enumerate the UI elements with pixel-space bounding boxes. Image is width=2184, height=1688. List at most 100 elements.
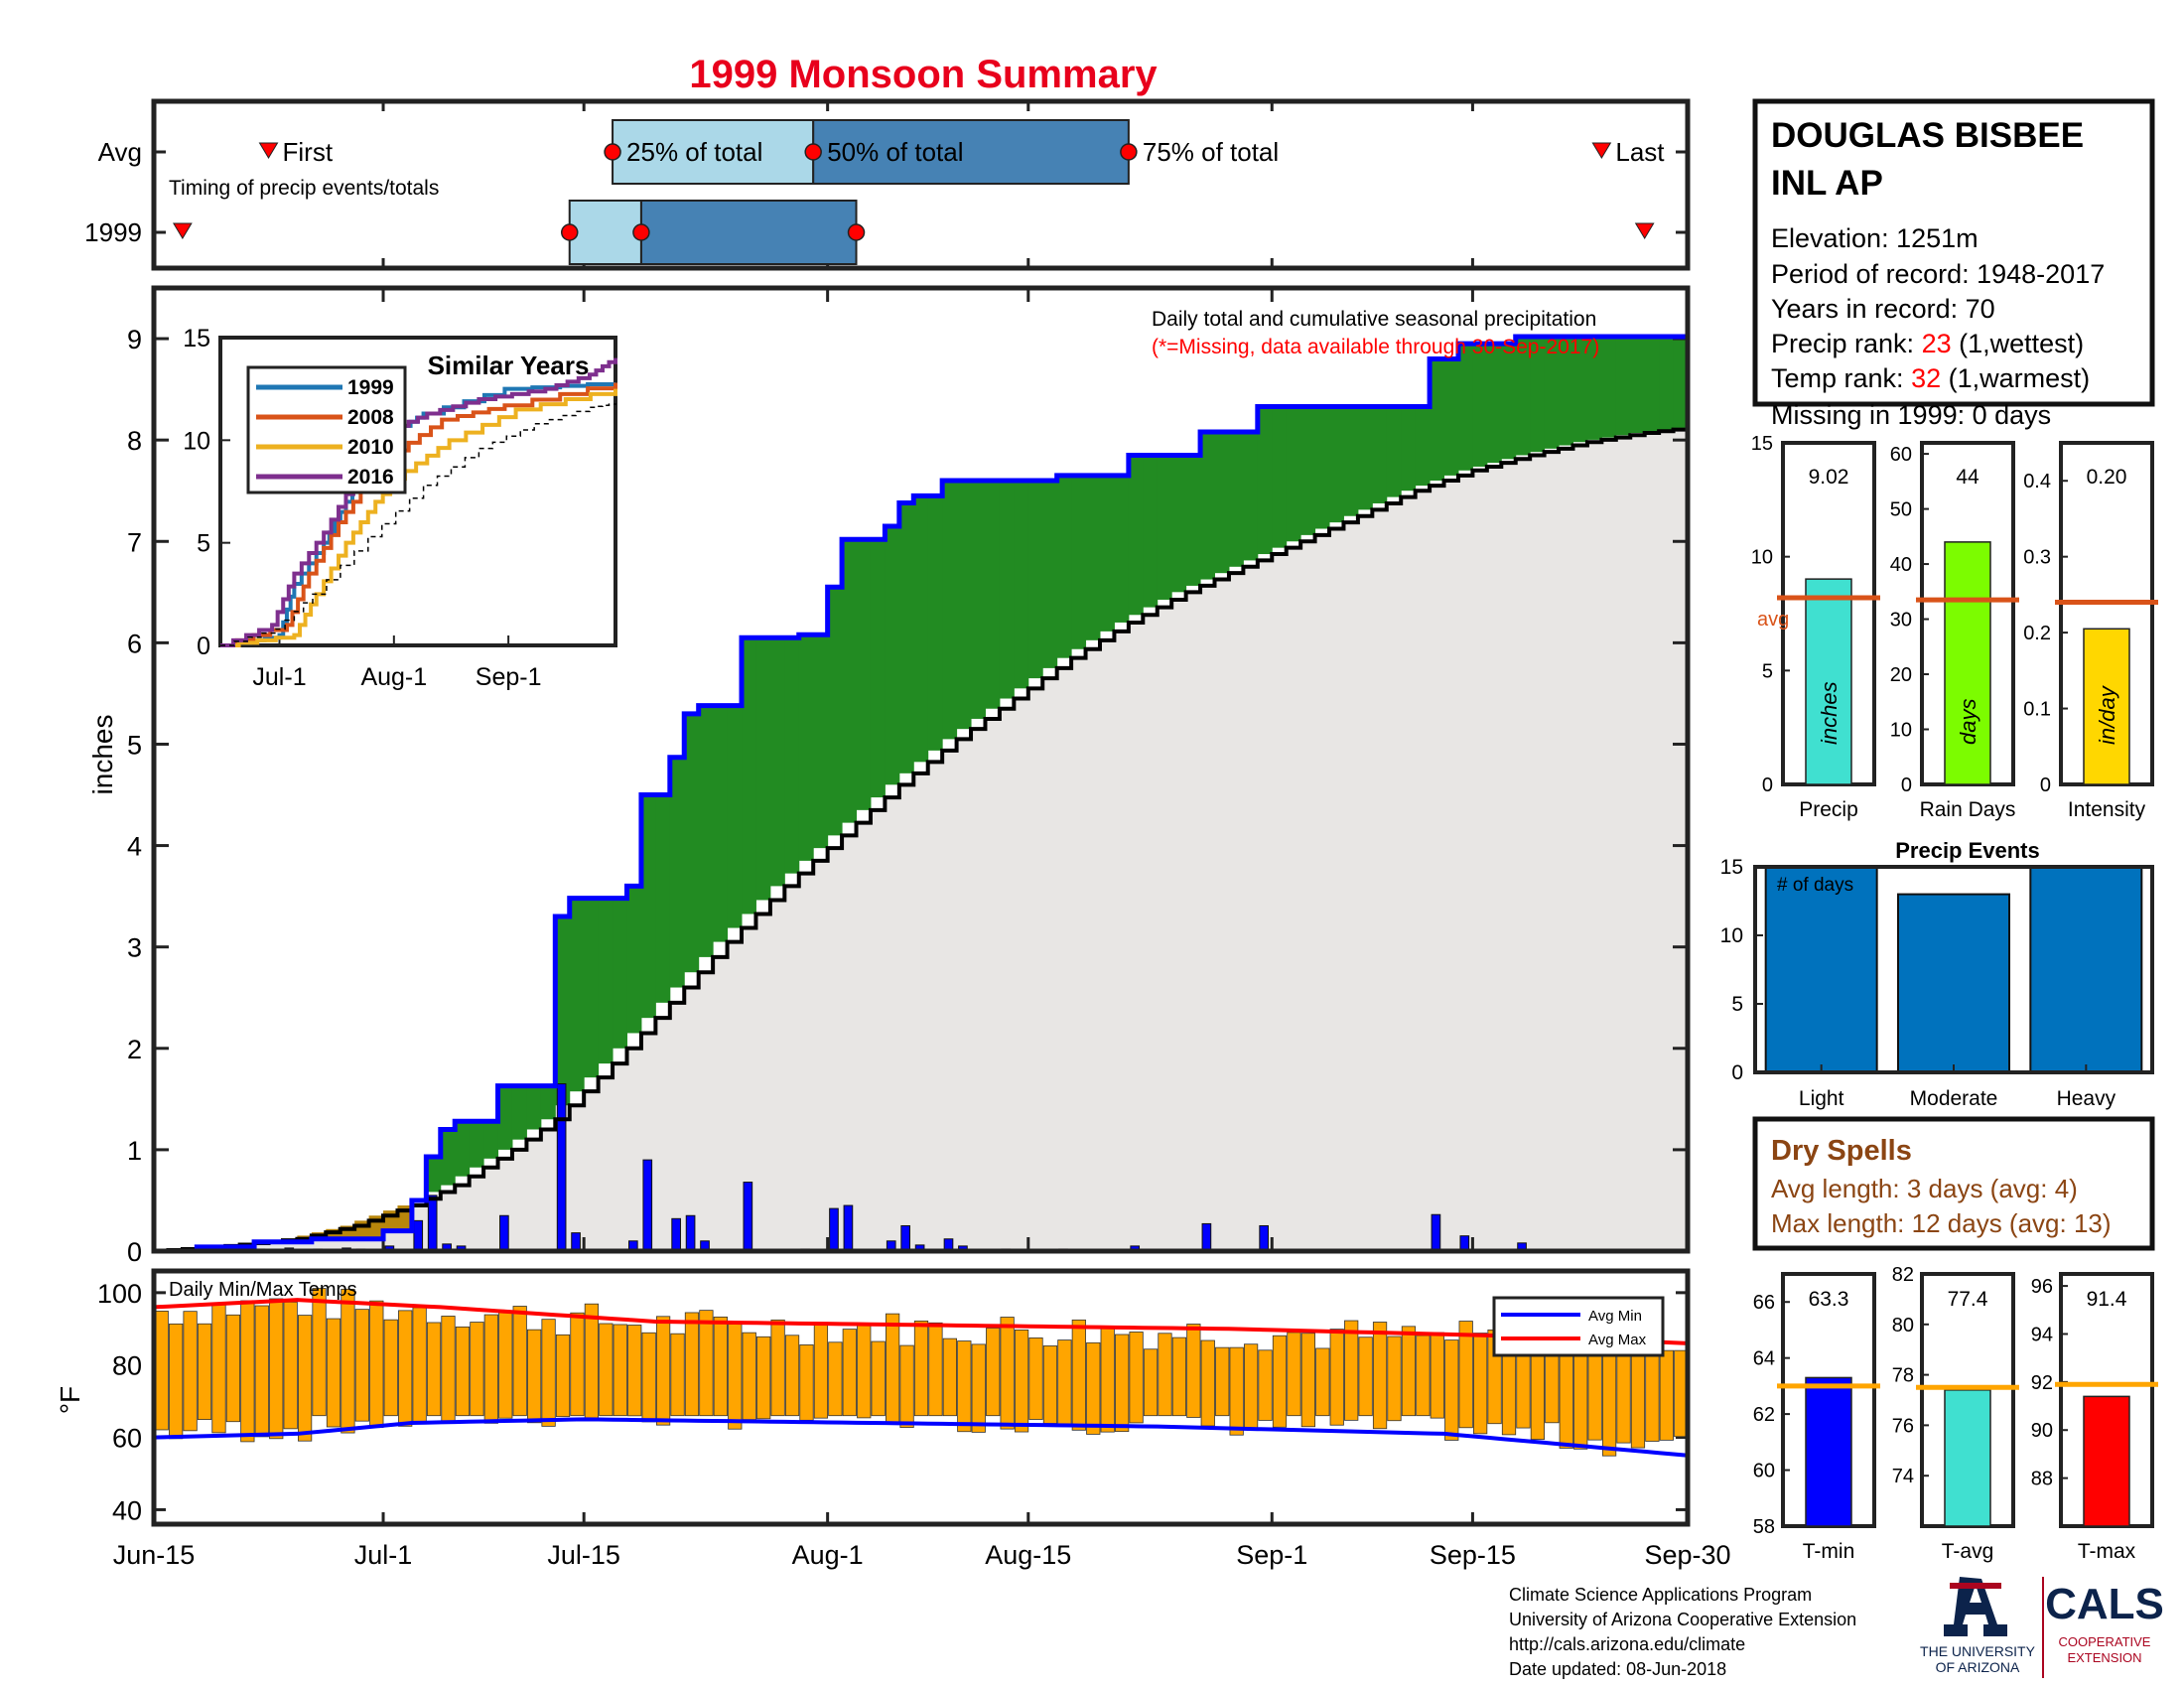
temp-ytick-label: 60 [112, 1424, 142, 1454]
daily-precip-bar [499, 1214, 509, 1252]
inset-legend-2008: 2008 [347, 406, 394, 429]
average-area [154, 427, 1688, 1251]
events-ytick-label: 0 [1731, 1061, 1743, 1084]
surplus-area [1257, 406, 1273, 555]
year-q1-box [568, 200, 642, 265]
temp-range-bar [541, 1319, 556, 1427]
events-bar [1764, 866, 1878, 1073]
surplus-area [1586, 337, 1602, 440]
dry-spells: Dry Spells Avg length: 3 days (avg: 4) M… [1752, 1116, 2155, 1251]
temp-range-bar [584, 1303, 600, 1420]
surplus-area [1572, 337, 1588, 443]
temp-range-bar [713, 1316, 728, 1417]
surplus-area [898, 502, 914, 774]
cals-logo: CALS COOPERATIVE EXTENSION [2045, 1580, 2164, 1665]
surplus-area [1157, 455, 1172, 600]
temp-range-bar [154, 1311, 169, 1431]
temp-range-bar [828, 1341, 843, 1417]
temp-range-bar [197, 1323, 212, 1421]
daily-precip-bar [427, 1195, 438, 1252]
tmin-label: T-min [1803, 1540, 1855, 1563]
precip-ytick-label: 10 [1751, 547, 1773, 569]
a-logo-icon [1944, 1577, 2007, 1636]
surplus-area [1314, 406, 1330, 529]
surplus-area [469, 1121, 484, 1168]
figure-title: 1999 Monsoon Summary [689, 53, 1158, 96]
precip-events-chart: Precip Events 0 5 10 15 Light Moderate Heavy #… [1720, 838, 2154, 1110]
daily-precip-bar [671, 1217, 681, 1252]
surplus-area [540, 1085, 556, 1120]
temp-range-bar [842, 1329, 857, 1417]
precip-rank: Precip rank: 23 (1,wettest) [1771, 329, 2084, 358]
station-name: DOUGLAS BISBEE [1771, 116, 2084, 155]
temp-range-bar [225, 1314, 241, 1423]
temp-rank: Temp rank: 32 (1,warmest) [1771, 363, 2090, 393]
raindays-ytick-label: 50 [1890, 499, 1912, 521]
inset-xtick-label: Jul-1 [252, 663, 306, 691]
surplus-area [1415, 406, 1431, 487]
daily-precip-bar [556, 1083, 567, 1252]
surplus-area [769, 637, 785, 887]
temp-range-bar [1601, 1349, 1617, 1457]
surplus-area [1214, 431, 1230, 574]
temp-range-bar [570, 1312, 585, 1417]
daily-precip-bar [900, 1224, 911, 1252]
surplus-area [1601, 337, 1617, 438]
cals-sub-2: EXTENSION [2067, 1650, 2141, 1665]
year-marker [632, 223, 650, 241]
surplus-area [655, 794, 671, 1003]
temp-range-bar [1344, 1320, 1359, 1421]
surplus-area [569, 898, 585, 1092]
tmin-ytick-label: 64 [1753, 1348, 1775, 1370]
precip-chart: 0 1 2 3 4 5 6 7 8 9 inches Daily total and cumula… [87, 285, 1691, 1267]
year-q2-box [639, 200, 858, 265]
surplus-area [497, 1085, 513, 1150]
last-label: Last [1615, 137, 1665, 167]
events-title: Precip Events [1895, 838, 2040, 863]
temp-range-bar [1129, 1332, 1144, 1424]
surplus-area [1372, 406, 1388, 503]
events-y-label: # of days [1777, 875, 1853, 896]
intensity-ytick-label: 0 [2040, 774, 2051, 796]
temp-range-bar [857, 1324, 872, 1419]
temp-range-bar [312, 1288, 327, 1417]
temp-range-bar [498, 1310, 513, 1419]
intensity-ytick-label: 0.2 [2023, 623, 2051, 644]
temp-range-bar [1028, 1337, 1043, 1420]
surplus-area [1515, 337, 1531, 456]
events-bar [1897, 893, 2010, 1073]
daily-precip-bar [829, 1207, 839, 1252]
tmax-ytick-label: 96 [2031, 1276, 2053, 1298]
surplus-area [956, 481, 972, 730]
temp-range-bar [383, 1319, 398, 1417]
raindays-ytick-label: 40 [1890, 554, 1912, 576]
precip-label: Precip [1799, 798, 1858, 821]
temp-range-bar [684, 1312, 700, 1417]
avg-triangle-icon [258, 142, 279, 159]
x-tick-label: Jul-1 [354, 1540, 413, 1570]
events-frame [1753, 865, 2154, 1074]
surplus-area [511, 1085, 527, 1140]
temp-range-bar [670, 1333, 685, 1417]
temp-range-bar [886, 1313, 900, 1425]
temp-range-bar [412, 1307, 427, 1423]
surplus-area [613, 898, 627, 1049]
temp-range-bar [1042, 1345, 1058, 1424]
precip-bar [1805, 578, 1852, 785]
temp-range-bar [512, 1306, 527, 1417]
temp-range-bar [1329, 1329, 1344, 1426]
temp-range-bar [1530, 1349, 1546, 1441]
x-axis: Jun-15 Jul-1 Jul-15 Aug-1 Aug-15 Sep-1 Sep-15 S… [113, 1540, 1731, 1570]
avg-min-line [153, 1417, 1689, 1458]
tmax-ytick-label: 92 [2031, 1372, 2053, 1394]
surplus-area [727, 705, 743, 928]
temp-ytick-label: 100 [97, 1279, 142, 1309]
surplus-area [640, 794, 656, 1019]
surplus-area [1056, 475, 1072, 658]
dry-frame [1752, 1116, 2155, 1251]
precip-ytick-label: 5 [127, 730, 142, 760]
temp-range-bar [211, 1304, 226, 1434]
temp-range-bar [398, 1310, 413, 1427]
temp-range-bar [913, 1320, 929, 1417]
temp-y-label: °F [55, 1386, 85, 1414]
